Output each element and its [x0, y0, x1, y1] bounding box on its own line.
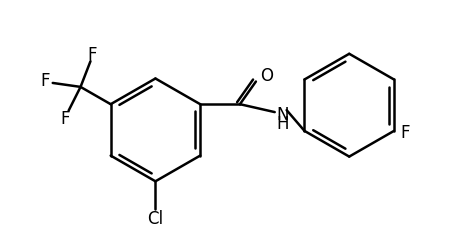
- Text: N: N: [277, 106, 289, 124]
- Text: F: F: [88, 46, 97, 64]
- Text: Cl: Cl: [147, 210, 163, 228]
- Text: F: F: [400, 124, 410, 142]
- Text: O: O: [260, 67, 273, 85]
- Text: H: H: [277, 115, 289, 133]
- Text: F: F: [40, 72, 50, 90]
- Text: F: F: [60, 110, 69, 128]
